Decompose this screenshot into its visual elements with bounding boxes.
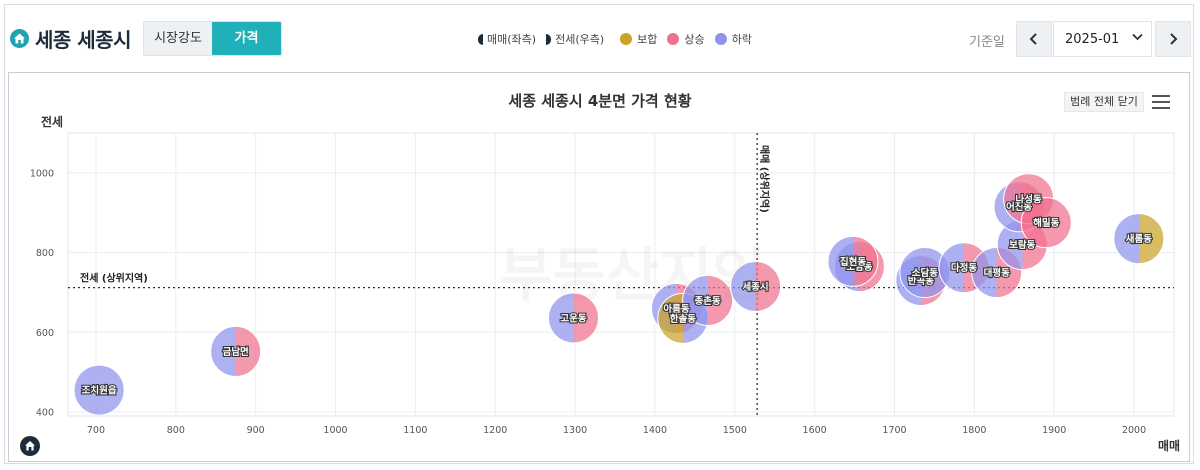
x-tick-label: 900: [247, 425, 265, 436]
y-axis-title: 전세: [41, 115, 64, 129]
chart-title: 세종 세종시 4분면 가격 현황: [508, 92, 692, 110]
bubble-label-어진동: 어진동: [1006, 201, 1032, 213]
flat-dot-icon: [620, 33, 633, 45]
chart-panel: 세종 세종시 4분면 가격 현황 범례 전체 닫기 전세 매매 부동산지인 매매…: [8, 72, 1190, 462]
site-logo-icon[interactable]: [20, 436, 40, 456]
right-half-circle-icon: [546, 33, 552, 45]
x-tick-label: 1500: [723, 425, 747, 436]
bubble-label-조치원읍: 조치원읍: [82, 385, 117, 397]
up-dot-icon: [667, 33, 680, 45]
x-tick-label: 1200: [483, 425, 507, 436]
y-tick-label: 600: [36, 328, 54, 339]
bubble-label-해밀동: 해밀동: [1033, 217, 1059, 229]
bubble-label-집현동: 집현동: [840, 256, 866, 268]
bubble-고운동: [547, 292, 599, 344]
x-tick-label: 2000: [1122, 425, 1146, 436]
view-toggle: 시장강도 가격: [143, 21, 282, 56]
x-tick-label: 1700: [882, 425, 906, 436]
next-month-button[interactable]: [1155, 21, 1191, 57]
date-value: 2025-01: [1065, 32, 1120, 47]
bubble-label-다정동: 다정동: [951, 262, 977, 274]
chevron-right-icon: [1170, 33, 1178, 45]
y-tick-label: 1000: [30, 168, 54, 179]
bubble-새롬동: [1113, 213, 1165, 265]
prev-month-button[interactable]: [1016, 21, 1052, 57]
bubble-label-아름동: 아름동: [663, 303, 689, 315]
jeonse-reference-label: 전세 (상위지역): [80, 272, 148, 285]
legend-item-up[interactable]: 상승: [667, 31, 705, 47]
bubble-label-세종시: 세종시: [742, 281, 768, 293]
bubble-label-금남면: 금남면: [223, 346, 249, 358]
down-dot-icon: [714, 33, 727, 45]
date-select[interactable]: 2025-01: [1053, 21, 1152, 57]
sale-reference-label: 매매 (상위지역): [758, 145, 771, 213]
chevron-down-icon: [1132, 30, 1143, 44]
x-tick-label: 1400: [643, 425, 667, 436]
legend-jeonse-marker: 전세(우측): [546, 31, 604, 47]
legend-item-down[interactable]: 하락: [714, 31, 752, 47]
x-tick-label: 1300: [563, 425, 587, 436]
bubble-label-종촌동: 종촌동: [695, 295, 721, 307]
x-tick-label: 700: [87, 425, 105, 436]
legend-sale-label: 매매(좌측): [487, 33, 537, 46]
window-frame: [4, 4, 1194, 464]
x-tick-label: 1600: [803, 425, 827, 436]
bubble-label-고운동: 고운동: [560, 313, 586, 324]
y-tick-label: 400: [36, 408, 54, 419]
plot-area-border: [67, 132, 1175, 417]
top-bar: 세종 세종시 시장강도 가격 매매(좌측) 전세(우측) 보합 상승 하락 기준…: [0, 0, 1200, 72]
bubble-label-소담동: 소담동: [912, 267, 938, 279]
bubble-label-도담동: 도담동: [846, 261, 872, 273]
legend-flat-label: 보합: [637, 33, 658, 46]
legend-sale-marker: 매매(좌측): [478, 31, 536, 47]
region-title: 세종 세종시: [35, 28, 131, 52]
tab-market-strength[interactable]: 시장강도: [144, 22, 212, 55]
x-axis-title: 매매: [1158, 439, 1181, 453]
x-tick-label: 800: [167, 425, 185, 436]
x-tick-label: 1800: [962, 425, 986, 436]
x-tick-label: 1100: [403, 425, 427, 436]
bubble-조치원읍: [73, 364, 125, 416]
legend-down-label: 하락: [731, 33, 752, 46]
bubble-세종시: [730, 260, 782, 312]
legend-jeonse-label: 전세(우측): [555, 33, 605, 46]
scatter-plot: 부동산지인 매매 (상위지역)전세 (상위지역) 조치원읍금남면고운동아름동한솔…: [30, 132, 1175, 436]
x-tick-label: 1000: [323, 425, 347, 436]
legend-up-label: 상승: [684, 33, 705, 46]
home-icon[interactable]: [10, 29, 29, 48]
bubble-해밀동: [1020, 197, 1072, 249]
legend: 매매(좌측) 전세(우측) 보합 상승 하락: [478, 31, 762, 47]
chevron-left-icon: [1029, 33, 1037, 45]
bubble-label-반곡동: 반곡동: [908, 275, 934, 287]
bubble-금남면: [210, 325, 262, 377]
bubble-label-새롬동: 새롬동: [1126, 233, 1152, 245]
bubble-label-대평동: 대평동: [984, 267, 1010, 279]
left-half-circle-icon: [478, 33, 483, 45]
bubble-label-보람동: 보람동: [1009, 239, 1035, 251]
bubble-집현동: [827, 235, 879, 287]
bubble-label-한솔동: 한솔동: [670, 313, 696, 325]
bubble-label-나성동: 나성동: [1016, 193, 1042, 205]
base-date-label: 기준일: [969, 35, 1005, 50]
hamburger-menu-icon[interactable]: [1152, 95, 1170, 109]
legend-item-flat[interactable]: 보합: [620, 31, 657, 47]
y-tick-label: 800: [36, 248, 54, 259]
tab-price[interactable]: 가격: [212, 22, 281, 55]
bubble-종촌동: [682, 274, 734, 326]
close-all-legend-button[interactable]: 범례 전체 닫기: [1064, 92, 1144, 112]
x-tick-label: 1900: [1042, 425, 1066, 436]
